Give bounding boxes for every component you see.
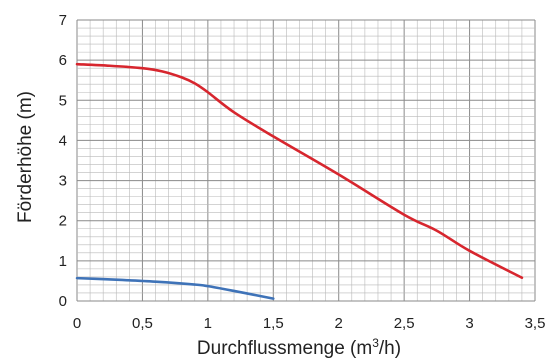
x-tick-label: 3,5 [525,315,546,332]
y-tick-label: 7 [59,12,67,29]
y-tick-labels: 0 1 2 3 4 5 6 7 [59,12,67,310]
y-tick-label: 6 [59,52,67,69]
x-tick-label: 2,5 [394,315,415,332]
series-line-red [75,62,524,280]
x-axis-label: Durchflussmenge (m3/h) [197,336,401,358]
y-tick-label: 2 [59,213,67,230]
y-axis-label: Förderhöhe (m) [15,91,36,223]
x-tick-labels: 0 0,5 1 1,5 2 2,5 3 3,5 [73,315,546,332]
x-tick-label: 3 [465,315,473,332]
x-tick-label: 0,5 [132,315,153,332]
grid [76,19,536,302]
y-tick-label: 0 [59,293,67,310]
y-tick-label: 3 [59,173,67,190]
series-line-blue [75,276,275,300]
x-tick-label: 2 [335,315,343,332]
y-tick-label: 4 [59,132,67,149]
x-tick-label: 1 [204,315,212,332]
x-tick-label: 1,5 [263,315,284,332]
series-lines [75,62,524,300]
x-tick-label: 0 [73,315,81,332]
y-tick-label: 1 [59,253,67,270]
y-tick-label: 5 [59,92,67,109]
